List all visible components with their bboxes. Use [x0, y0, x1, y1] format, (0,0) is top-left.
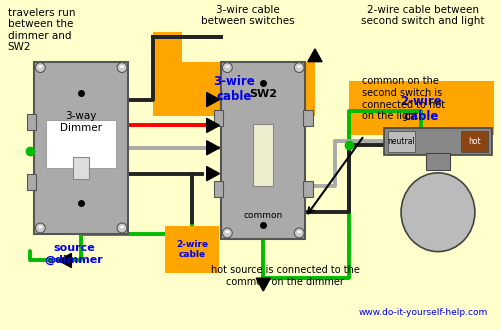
- Bar: [253, 124, 272, 186]
- Bar: [152, 62, 314, 116]
- Ellipse shape: [225, 65, 229, 68]
- Bar: [303, 111, 312, 126]
- Polygon shape: [206, 167, 219, 181]
- Bar: [387, 131, 414, 152]
- Bar: [383, 128, 491, 155]
- Polygon shape: [206, 141, 219, 155]
- Circle shape: [222, 63, 232, 73]
- Ellipse shape: [120, 65, 124, 68]
- Text: hot: hot: [467, 137, 480, 146]
- Bar: [425, 153, 449, 170]
- Ellipse shape: [297, 65, 301, 68]
- Bar: [46, 120, 116, 168]
- Circle shape: [294, 63, 304, 73]
- Text: source
@dimmer: source @dimmer: [45, 243, 103, 265]
- Text: 2-wire
cable: 2-wire cable: [175, 240, 207, 259]
- Circle shape: [222, 228, 232, 238]
- Text: 3-wire cable
between switches: 3-wire cable between switches: [201, 5, 294, 26]
- Text: travelers run
between the
dimmer and
SW2: travelers run between the dimmer and SW2: [8, 8, 75, 52]
- Bar: [165, 226, 219, 273]
- Circle shape: [36, 63, 45, 73]
- Text: 2-wire cable between
second switch and light: 2-wire cable between second switch and l…: [361, 5, 484, 26]
- Bar: [221, 62, 305, 239]
- Circle shape: [36, 223, 45, 233]
- Polygon shape: [206, 92, 219, 107]
- Text: 3-way
Dimmer: 3-way Dimmer: [60, 111, 102, 133]
- Bar: [213, 182, 223, 197]
- Ellipse shape: [120, 226, 124, 228]
- Circle shape: [117, 63, 127, 73]
- Bar: [27, 174, 37, 190]
- Text: common: common: [243, 211, 283, 220]
- Text: www.do-it-yourself-help.com: www.do-it-yourself-help.com: [358, 308, 487, 317]
- Text: SW2: SW2: [249, 88, 277, 99]
- Text: common on the
second switch is
connected to hot
on the light: common on the second switch is connected…: [361, 77, 444, 121]
- Circle shape: [294, 228, 304, 238]
- Bar: [152, 32, 182, 116]
- Polygon shape: [256, 278, 270, 291]
- Text: hot source is connected to the
common on the dimmer: hot source is connected to the common on…: [210, 265, 359, 287]
- Bar: [35, 62, 128, 234]
- Bar: [349, 81, 493, 136]
- Ellipse shape: [38, 226, 42, 228]
- Polygon shape: [206, 118, 219, 132]
- Ellipse shape: [38, 65, 42, 68]
- Ellipse shape: [400, 173, 474, 251]
- Ellipse shape: [225, 231, 229, 233]
- Polygon shape: [59, 253, 71, 268]
- Bar: [73, 157, 88, 179]
- Bar: [460, 131, 487, 152]
- Polygon shape: [307, 49, 321, 62]
- Text: 2-wire
cable: 2-wire cable: [400, 95, 441, 123]
- Bar: [213, 111, 223, 126]
- Text: 3-wire
cable: 3-wire cable: [213, 75, 255, 103]
- Bar: [303, 182, 312, 197]
- Ellipse shape: [297, 231, 301, 233]
- Circle shape: [117, 223, 127, 233]
- Text: neutral: neutral: [387, 137, 415, 146]
- Bar: [27, 114, 37, 130]
